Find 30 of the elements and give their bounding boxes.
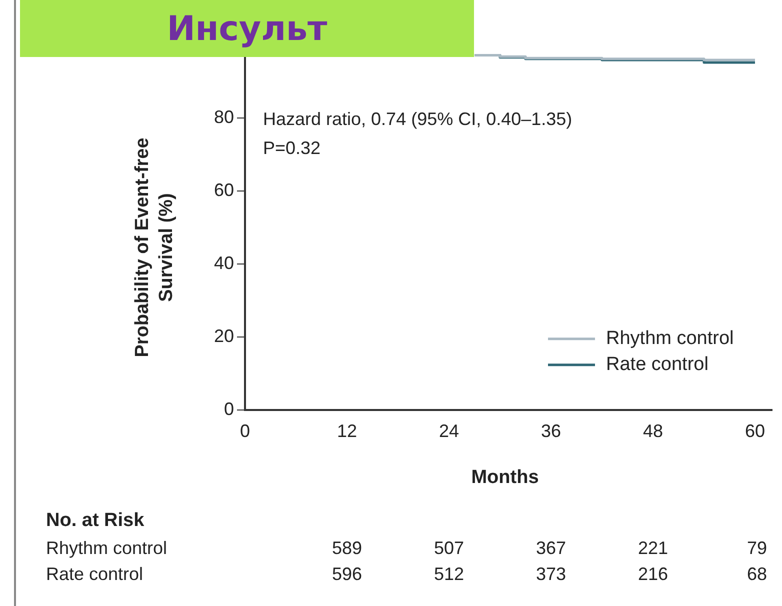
x-tick-label: 48 bbox=[642, 420, 664, 441]
text: 221 bbox=[638, 538, 668, 558]
text: No. at Risk bbox=[46, 510, 145, 532]
text: 216 bbox=[638, 564, 668, 584]
y-tick-label: 40 bbox=[214, 252, 234, 273]
annotation: P=0.32 bbox=[263, 138, 321, 158]
text: 373 bbox=[536, 564, 566, 584]
y-axis-title: Probability of Event-free Survival (%) bbox=[132, 138, 178, 358]
x-tick-label: 24 bbox=[438, 420, 460, 441]
text: 507 bbox=[434, 538, 464, 558]
x-tick-label: 60 bbox=[744, 420, 766, 441]
x-tick-label: 12 bbox=[336, 420, 358, 441]
annotation: Hazard ratio, 0.74 (95% CI, 0.40–1.35) bbox=[263, 108, 572, 129]
x-tick-label: 36 bbox=[540, 420, 562, 441]
text: 367 bbox=[536, 538, 566, 558]
text: 596 bbox=[332, 564, 362, 584]
x-axis-title: Months bbox=[471, 467, 539, 488]
text: Rhythm control bbox=[46, 538, 168, 558]
text: 79 bbox=[746, 538, 768, 558]
text: 68 bbox=[746, 564, 768, 584]
text: 589 bbox=[332, 538, 362, 558]
x-tick-label: 0 bbox=[240, 420, 250, 441]
y-tick-label: 80 bbox=[214, 106, 234, 127]
text: Rate control bbox=[46, 564, 144, 584]
legend-label: Rhythm control bbox=[606, 328, 734, 350]
y-tick-label: 60 bbox=[214, 180, 234, 200]
y-tick-label: 20 bbox=[214, 326, 234, 346]
text: 512 bbox=[434, 564, 464, 584]
y-tick-label: 0 bbox=[224, 398, 234, 419]
legend-label: Rate control bbox=[606, 354, 708, 376]
